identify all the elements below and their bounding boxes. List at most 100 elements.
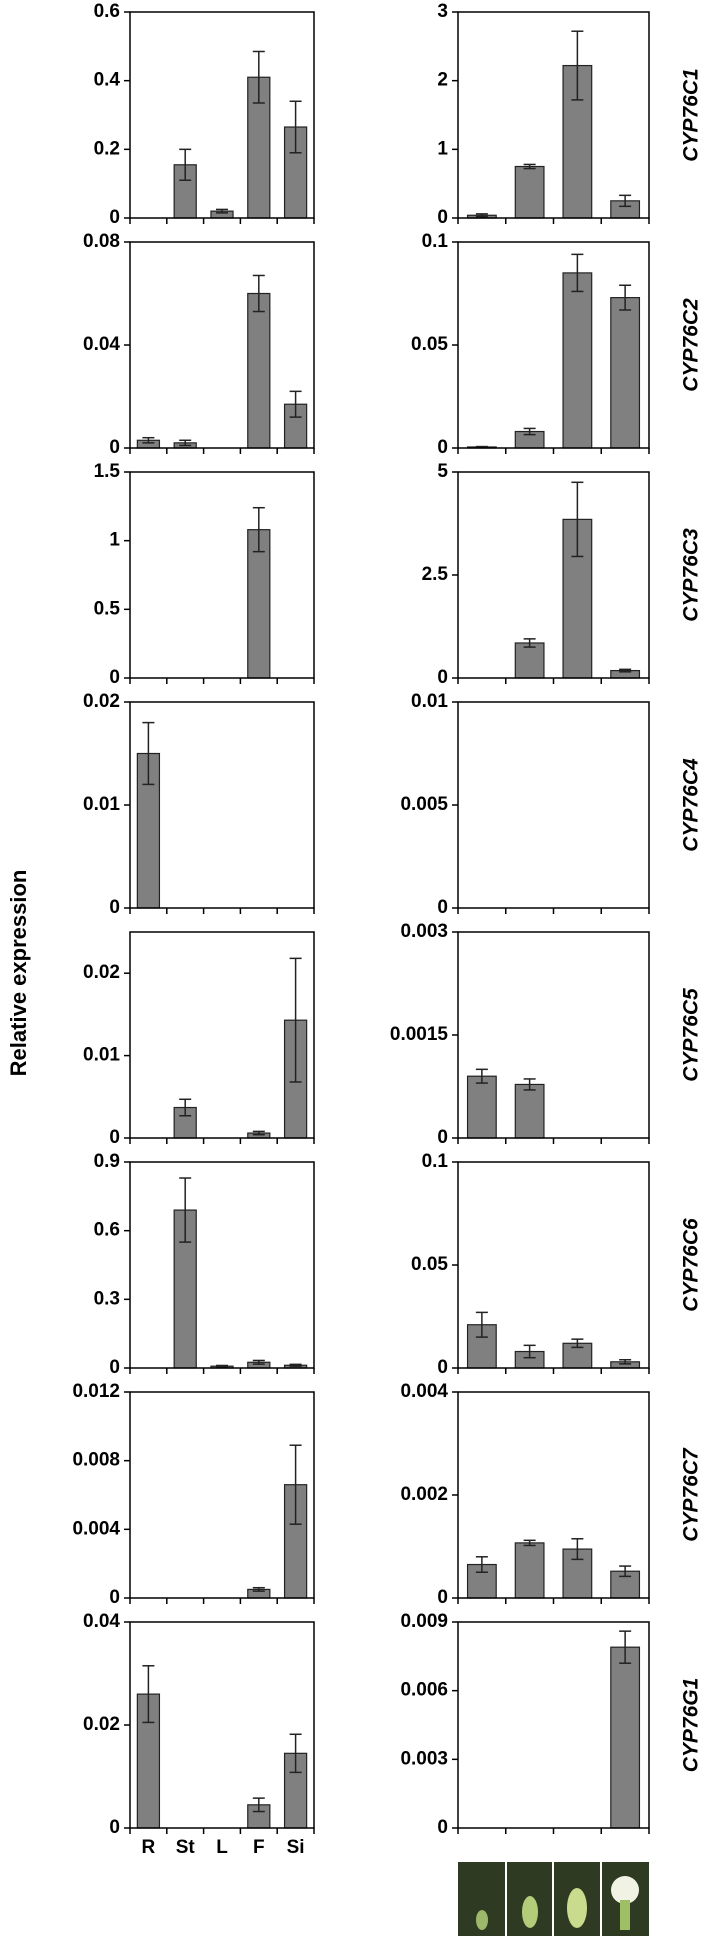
y-tick-label: 0 — [437, 1587, 448, 1608]
error-bar — [252, 1797, 265, 1813]
gene-label: CYP76C1 — [680, 68, 703, 161]
y-tick-label: 0 — [437, 1357, 448, 1378]
error-bar — [475, 1068, 488, 1084]
error-bar — [619, 284, 632, 311]
gene-label: CYP76C6 — [680, 1218, 703, 1312]
gene-label: CYP76G1 — [680, 1678, 703, 1773]
y-tick-label: 0.003 — [400, 1748, 448, 1769]
y-tick-label: 0.4 — [94, 70, 121, 91]
y-tick-label: 5 — [437, 461, 448, 482]
flower-photo — [611, 1876, 639, 1904]
y-tick-label: 0.02 — [83, 1714, 120, 1735]
bar — [247, 292, 271, 449]
error-bar — [571, 253, 584, 293]
y-tick-label: 0 — [109, 207, 120, 228]
error-bar — [475, 1311, 488, 1338]
y-tick-label: 0.009 — [400, 1611, 448, 1632]
y-tick-label: 0.002 — [400, 1484, 448, 1505]
error-bar — [252, 50, 265, 104]
bar — [610, 297, 641, 449]
gene-label: CYP76C7 — [680, 1447, 703, 1542]
bar — [466, 1075, 497, 1139]
y-tick-label: 0.008 — [72, 1450, 120, 1471]
error-bar — [179, 439, 192, 447]
plot-frame — [457, 931, 650, 1139]
y-tick-label: 0 — [109, 1817, 120, 1838]
bud-photo — [476, 1910, 488, 1930]
bud-photo — [522, 1896, 538, 1928]
x-tick-label: R — [142, 1837, 156, 1858]
y-tick-label: 0.004 — [400, 1381, 448, 1402]
error-bar — [523, 1078, 536, 1091]
y-tick-label: 0.1 — [422, 231, 449, 252]
y-tick-label: 0.9 — [94, 1151, 120, 1172]
y-tick-label: 0.05 — [411, 334, 448, 355]
error-bar — [289, 957, 302, 1083]
y-tick-label: 0 — [109, 1357, 120, 1378]
y-tick-label: 0 — [109, 897, 120, 918]
y-tick-label: 0.02 — [83, 691, 120, 712]
y-tick-label: 1.5 — [94, 461, 121, 482]
error-bar — [571, 1538, 584, 1561]
y-tick-label: 0.0015 — [390, 1024, 449, 1045]
y-tick-label: 0.1 — [422, 1151, 449, 1172]
y-tick-label: 0 — [437, 437, 448, 458]
y-tick-label: 0.01 — [411, 691, 448, 712]
error-bar — [571, 1338, 584, 1349]
plot-frame — [129, 471, 315, 679]
error-bar — [142, 436, 155, 444]
bar — [514, 1542, 545, 1599]
y-tick-label: 0 — [109, 1587, 120, 1608]
y-tick-label: 0.003 — [400, 921, 448, 942]
y-tick-label: 3 — [437, 1, 448, 22]
error-bar — [475, 213, 488, 218]
y-tick-label: 0 — [437, 1127, 448, 1148]
plot-frame — [457, 1161, 650, 1369]
error-bar — [289, 1363, 302, 1367]
y-tick-label: 0.01 — [83, 794, 120, 815]
y-tick-label: 1 — [109, 530, 120, 551]
error-bar — [179, 1098, 192, 1117]
error-bar — [475, 1556, 488, 1573]
gene-label: CYP76C5 — [680, 988, 703, 1082]
y-tick-label: 0.08 — [83, 231, 120, 252]
error-bar — [523, 1344, 536, 1359]
plot-frame — [457, 471, 650, 679]
y-tick-label: 0.2 — [94, 138, 120, 159]
error-bar — [619, 194, 632, 208]
error-bar — [252, 1586, 265, 1592]
y-tick-label: 0 — [437, 667, 448, 688]
error-bar — [142, 1665, 155, 1724]
error-bar — [289, 1444, 302, 1525]
error-bar — [523, 1539, 536, 1547]
plot-frame — [457, 241, 650, 449]
y-tick-label: 0.5 — [94, 598, 121, 619]
error-bar — [289, 390, 302, 418]
y-tick-label: 0.04 — [83, 1611, 120, 1632]
y-tick-label: 0.6 — [94, 1, 120, 22]
error-bar — [619, 668, 632, 673]
bar — [562, 272, 593, 449]
y-tick-label: 0.02 — [83, 962, 120, 983]
y-tick-label: 0.05 — [411, 1254, 448, 1275]
plot-frame — [129, 1391, 315, 1599]
bar — [610, 1646, 641, 1829]
plot-frame — [129, 241, 315, 449]
bud-photo — [567, 1888, 587, 1928]
plot-frame — [129, 11, 315, 219]
y-axis-label: Relative expression — [6, 870, 31, 1077]
y-tick-label: 0 — [109, 1127, 120, 1148]
bar — [514, 1083, 545, 1139]
error-bar — [252, 506, 265, 553]
y-tick-label: 0 — [437, 1817, 448, 1838]
plot-frame — [457, 11, 650, 219]
gene-label: CYP76C4 — [680, 758, 703, 852]
error-bar — [179, 1177, 192, 1243]
flower-stem — [620, 1900, 630, 1930]
bar — [562, 64, 593, 219]
error-bar — [289, 1733, 302, 1774]
x-tick-label: F — [253, 1837, 265, 1858]
error-bar — [179, 148, 192, 181]
y-tick-label: 0.006 — [400, 1680, 448, 1701]
